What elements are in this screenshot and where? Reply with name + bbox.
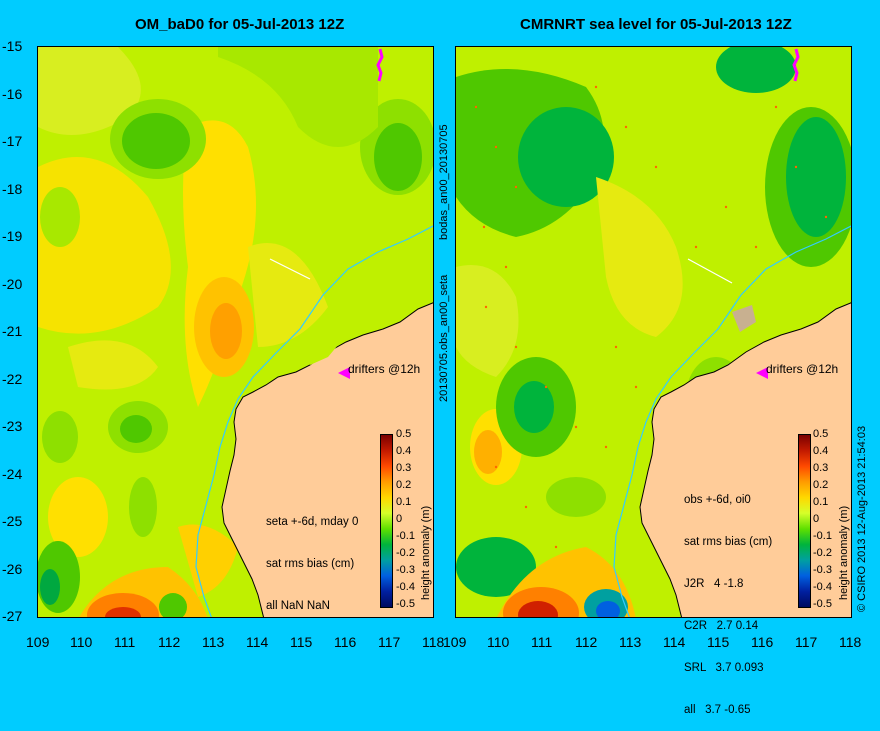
left-map-title: OM_baD0 for 05-Jul-2013 12Z bbox=[135, 16, 345, 33]
colorbar-tick: -0.3 bbox=[396, 564, 415, 576]
x-tick-label: 118 bbox=[839, 634, 862, 650]
y-tick-label: -23 bbox=[2, 418, 23, 434]
y-tick-label: -22 bbox=[2, 371, 23, 387]
x-tick-label: 115 bbox=[290, 634, 313, 650]
right-drifter-label: drifters @12h bbox=[766, 362, 839, 376]
colorbar-tick: -0.5 bbox=[396, 598, 415, 610]
run-id-label: bodas_an00_20130705 bbox=[438, 124, 450, 240]
y-tick-label: -26 bbox=[2, 561, 23, 577]
x-tick-label: 114 bbox=[246, 634, 269, 650]
colorbar-tick: -0.3 bbox=[813, 564, 832, 576]
left-sea-level-map bbox=[38, 47, 433, 617]
colorbar-tick: -0.1 bbox=[396, 530, 415, 542]
bathymetry-contour bbox=[195, 225, 433, 617]
right-map-title: CMRNRT sea level for 05-Jul-2013 12Z bbox=[520, 16, 792, 33]
x-tick-label: 113 bbox=[619, 634, 642, 650]
colorbar-tick: -0.2 bbox=[396, 547, 415, 559]
x-tick-label: 117 bbox=[795, 634, 818, 650]
colorbar-tick: 0.3 bbox=[396, 462, 412, 474]
info-line: sat rms bias (cm) bbox=[684, 536, 773, 548]
info-line: all 3.7 -0.65 bbox=[684, 704, 751, 716]
x-tick-label: 114 bbox=[663, 634, 686, 650]
coastal-shelf bbox=[732, 305, 756, 332]
info-line: J2R 4 -1.8 bbox=[684, 578, 744, 590]
right-colorbar bbox=[798, 434, 811, 608]
info-line: obs +-6d, oi0 bbox=[684, 494, 751, 506]
info-line: all NaN NaN bbox=[266, 600, 330, 612]
y-tick-label: -27 bbox=[2, 608, 23, 624]
left-colorbar-label: height anomaly (m) bbox=[420, 505, 432, 600]
left-map-panel bbox=[37, 46, 434, 618]
x-tick-label: 112 bbox=[158, 634, 181, 650]
colorbar-tick: 0.2 bbox=[813, 479, 829, 491]
x-tick-label: 118 bbox=[422, 634, 445, 650]
x-tick-label: 115 bbox=[707, 634, 730, 650]
x-tick-label: 112 bbox=[575, 634, 598, 650]
right-map-panel bbox=[455, 46, 852, 618]
right-info-box: obs +-6d, oi0 sat rms bias (cm) J2R 4 -1… bbox=[684, 465, 772, 731]
colorbar-tick: -0.5 bbox=[813, 598, 832, 610]
colorbar-tick: 0 bbox=[396, 513, 403, 525]
left-drifter-label: drifters @12h bbox=[348, 362, 421, 376]
y-tick-label: -16 bbox=[2, 86, 23, 102]
drifter-marker bbox=[756, 367, 768, 379]
y-tick-label: -25 bbox=[2, 513, 23, 529]
colorbar-tick: 0.2 bbox=[396, 479, 412, 491]
left-colorbar bbox=[380, 434, 393, 608]
colorbar-tick: 0 bbox=[813, 513, 820, 525]
drifter-marker bbox=[338, 367, 350, 379]
obs-file-label: 20130705.obs_an00_seta bbox=[438, 274, 450, 402]
colorbar-tick: -0.4 bbox=[813, 581, 832, 593]
right-colorbar-label: height anomaly (m) bbox=[838, 505, 850, 600]
y-tick-label: -20 bbox=[2, 276, 23, 292]
y-tick-label: -21 bbox=[2, 323, 23, 339]
x-tick-label: 117 bbox=[378, 634, 401, 650]
colorbar-tick: -0.1 bbox=[813, 530, 832, 542]
x-tick-label: 110 bbox=[70, 634, 93, 650]
anomaly-contours bbox=[38, 47, 433, 617]
x-tick-label: 116 bbox=[751, 634, 774, 650]
left-info-box: seta +-6d, mday 0 sat rms bias (cm) all … bbox=[266, 487, 358, 627]
info-line: seta +-6d, mday 0 bbox=[266, 516, 359, 528]
info-line: SRL 3.7 0.093 bbox=[684, 662, 764, 674]
colorbar-tick: 0.4 bbox=[396, 445, 412, 457]
y-tick-label: -19 bbox=[2, 228, 23, 244]
y-tick-label: -15 bbox=[2, 38, 23, 54]
x-tick-label: 109 bbox=[26, 634, 50, 650]
colorbar-tick: 0.1 bbox=[396, 496, 412, 508]
bathymetry-contour bbox=[613, 225, 851, 617]
info-line: sat rms bias (cm) bbox=[266, 558, 355, 570]
colorbar-tick: 0.3 bbox=[813, 462, 829, 474]
y-tick-label: -17 bbox=[2, 133, 23, 149]
x-tick-label: 111 bbox=[531, 634, 553, 650]
x-tick-label: 116 bbox=[334, 634, 357, 650]
colorbar-tick: 0.5 bbox=[813, 428, 829, 440]
drifter-track bbox=[792, 48, 800, 82]
colorbar-tick: 0.5 bbox=[396, 428, 412, 440]
colorbar-tick: -0.4 bbox=[396, 581, 415, 593]
y-tick-label: -24 bbox=[2, 466, 23, 482]
x-tick-label: 109 bbox=[443, 634, 467, 650]
right-sea-level-map bbox=[456, 47, 851, 617]
transect-line bbox=[269, 258, 311, 280]
anomaly-contours bbox=[456, 47, 851, 617]
info-line: C2R 2.7 0.14 bbox=[684, 620, 759, 632]
transect-line bbox=[687, 258, 733, 284]
observation-points bbox=[474, 85, 828, 549]
coastal-shelf bbox=[303, 337, 338, 365]
x-tick-label: 110 bbox=[487, 634, 510, 650]
drifter-track bbox=[376, 48, 384, 82]
colorbar-tick: -0.2 bbox=[813, 547, 832, 559]
copyright-label: © CSIRO 2013 12-Aug-2013 21:54:03 bbox=[856, 425, 868, 612]
colorbar-tick: 0.4 bbox=[813, 445, 829, 457]
y-tick-label: -18 bbox=[2, 181, 23, 197]
x-tick-label: 111 bbox=[114, 634, 136, 650]
colorbar-tick: 0.1 bbox=[813, 496, 829, 508]
x-tick-label: 113 bbox=[202, 634, 225, 650]
